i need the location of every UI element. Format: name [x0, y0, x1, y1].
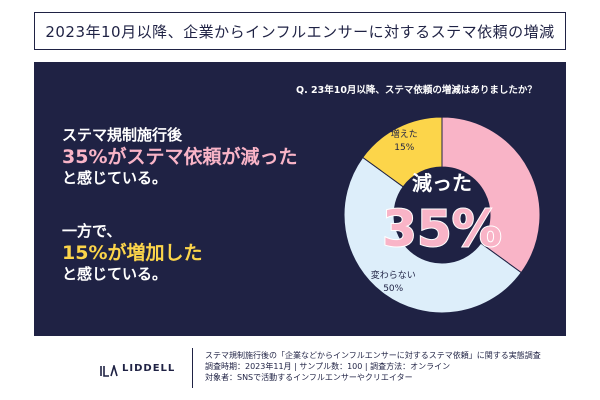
survey-footnote-title: ステマ規制施行後の「企業などからインフルエンサーに対するステマ依頼」に関する実態…: [205, 351, 541, 360]
message-decrease: ステマ規制施行後 35%がステマ依頼が減った と感じている。: [62, 126, 297, 188]
liddell-logo: LIDDELL: [100, 362, 176, 377]
chart-title: 2023年10月以降、企業からインフルエンサーに対するステマ依頼の増減: [45, 22, 555, 41]
message-increase-line3: と感じている。: [62, 265, 168, 283]
center-value: 35%: [382, 200, 502, 258]
message-increase-highlight: 15%が増加した: [62, 242, 203, 264]
donut-slice-0: [441, 116, 541, 274]
survey-question: Q. 23年10月以降、ステマ依頼の増減はありましたか？: [296, 85, 537, 96]
survey-footnote-details: 調査時期：2023年11月 | サンプル数：100 | 調査方法：オンライン: [205, 362, 451, 371]
chart-title-box: 2023年10月以降、企業からインフルエンサーに対するステマ依頼の増減: [34, 12, 566, 50]
footer-divider: [192, 348, 193, 388]
survey-footnote: ステマ規制施行後の「企業などからインフルエンサーに対するステマ依頼」に関する実態…: [205, 350, 541, 383]
survey-footnote-target: 対象者：SNSで活動するインフルエンサーやクリエイター: [205, 373, 413, 382]
liddell-logo-mark: [100, 362, 118, 377]
center-label: 減った: [412, 171, 472, 195]
liddell-logo-text: LIDDELL: [122, 362, 176, 374]
message-decrease-line3: と感じている。: [62, 169, 168, 187]
slice-label-1: 変わらない: [371, 269, 416, 281]
message-increase-line1: 一方で、: [62, 222, 122, 240]
message-increase: 一方で、 15%が増加した と感じている。: [62, 222, 202, 284]
slice-value-1: 50%: [383, 284, 403, 294]
slice-value-2: 15%: [394, 143, 414, 153]
message-decrease-line1: ステマ規制施行後: [62, 126, 183, 144]
slice-label-2: 増えた: [391, 128, 418, 140]
message-decrease-highlight: 35%がステマ依頼が減った: [62, 146, 298, 168]
donut-slice-1: [343, 156, 522, 314]
donut-slice-2: [362, 116, 443, 188]
